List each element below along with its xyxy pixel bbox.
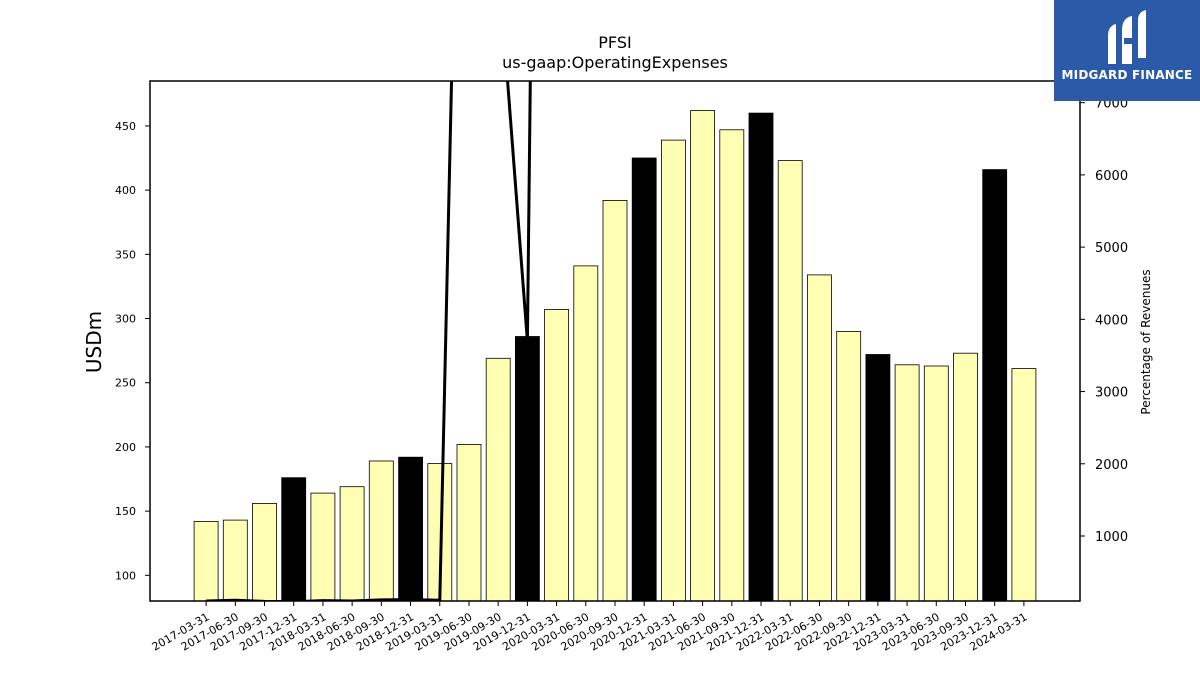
bar-2020-09-30: [602, 199, 628, 602]
bar-2019-06-30: [456, 443, 482, 602]
bar-2018-03-31: [310, 492, 336, 602]
brand-logo: MIDGARD FINANCE: [1054, 0, 1200, 101]
bar-2018-12-31: [398, 456, 424, 602]
bar-2017-12-31: [281, 477, 307, 602]
bar-2019-12-31: [515, 336, 540, 602]
line-layer: [206, 81, 532, 601]
bar-2020-03-31: [544, 309, 569, 602]
y-tick-label: 250: [115, 377, 136, 390]
y-tick-label: 150: [115, 505, 136, 518]
y2-tick-label: 3000: [1095, 386, 1128, 401]
bar-2021-06-30: [690, 110, 715, 602]
y2-axis-label: Percentage of Revenues: [1139, 269, 1153, 414]
y2-tick-label: 6000: [1095, 169, 1128, 184]
y2-tick-label: 5000: [1095, 241, 1128, 256]
y-tick-label: 200: [115, 441, 136, 454]
y-axis-label: USDm: [82, 311, 106, 373]
bar-2017-06-30: [222, 519, 248, 602]
bar-2018-06-30: [339, 486, 365, 602]
bar-2023-12-31: [982, 169, 1008, 602]
chart-title: PFSI: [598, 33, 631, 52]
bar-2022-12-31: [865, 354, 891, 602]
bar-2022-09-30: [836, 330, 862, 602]
logo-text: MIDGARD FINANCE: [1061, 68, 1193, 82]
bar-2022-06-30: [807, 274, 832, 602]
line-series: [206, 81, 532, 601]
bar-2017-09-30: [252, 502, 277, 602]
bar-2023-06-30: [923, 365, 949, 602]
y2-tick-label: 4000: [1095, 313, 1128, 328]
bar-2020-12-31: [631, 157, 657, 602]
y-tick-label: 300: [115, 313, 136, 326]
bar-2018-09-30: [368, 460, 394, 602]
bar-2023-09-30: [953, 352, 978, 602]
y-ticks: 100 150 200 250 300 350 400 450: [115, 120, 150, 582]
bar-2022-03-31: [777, 160, 803, 602]
y-tick-label: 100: [115, 569, 136, 582]
y-tick-label: 450: [115, 120, 136, 133]
bar-2023-03-31: [894, 364, 920, 602]
logo-mark-icon: [1108, 10, 1146, 64]
bar-2021-09-30: [719, 129, 745, 602]
chart-subtitle: us-gaap:OperatingExpenses: [502, 53, 728, 72]
y2-tick-label: 1000: [1095, 530, 1128, 545]
x-ticks: 2017-03-312017-06-302017-09-302017-12-31…: [150, 601, 1029, 654]
bar-2021-12-31: [748, 112, 774, 602]
y2-tick-label: 2000: [1095, 458, 1128, 473]
y-tick-label: 350: [115, 248, 136, 261]
y-tick-label: 400: [115, 184, 136, 197]
bar-2019-09-30: [485, 357, 511, 602]
bars-layer: [193, 110, 1037, 602]
bar-2020-06-30: [573, 265, 599, 602]
bar-2021-03-31: [661, 139, 686, 602]
bar-2017-03-31: [193, 521, 219, 602]
bar-2024-03-31: [1011, 368, 1037, 602]
